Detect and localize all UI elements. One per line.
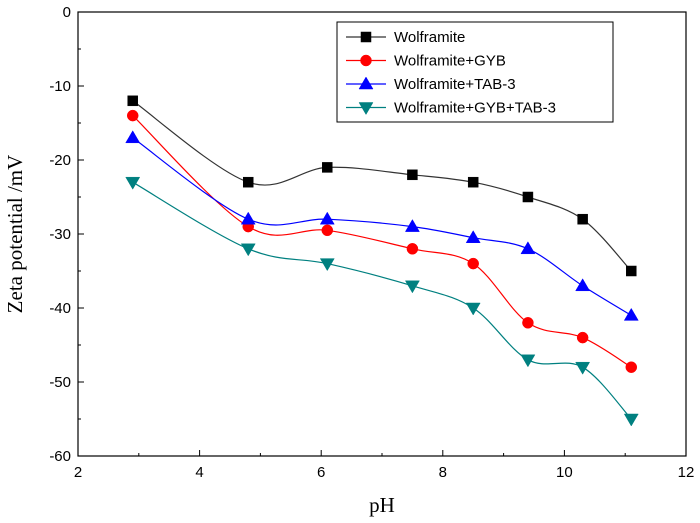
y-tick-label: -40 bbox=[49, 300, 71, 317]
x-tick-label: 2 bbox=[74, 464, 82, 481]
series-line-4 bbox=[132, 181, 632, 420]
x-tick-label: 12 bbox=[678, 464, 695, 481]
data-point-series-2 bbox=[321, 224, 334, 237]
legend-marker bbox=[358, 102, 374, 115]
data-point-series-1 bbox=[127, 95, 138, 107]
data-point-series-3 bbox=[240, 211, 256, 225]
data-point-series-1 bbox=[407, 169, 418, 181]
data-point-series-3 bbox=[575, 278, 591, 292]
data-point-series-3 bbox=[465, 230, 481, 243]
data-point-series-1 bbox=[577, 213, 588, 225]
x-tick-label: 6 bbox=[317, 464, 325, 481]
data-point-series-4 bbox=[404, 280, 420, 294]
data-point-series-3 bbox=[319, 211, 335, 225]
data-point-series-4 bbox=[623, 413, 639, 427]
data-point-series-3 bbox=[125, 130, 141, 144]
x-tick-label: 10 bbox=[556, 464, 573, 481]
data-point-series-3 bbox=[520, 241, 536, 255]
legend-box bbox=[336, 21, 614, 123]
y-tick-label: -20 bbox=[49, 152, 71, 169]
series-markers bbox=[125, 95, 639, 427]
data-point-series-4 bbox=[520, 354, 536, 368]
data-point-series-2 bbox=[467, 257, 479, 270]
series-line-1 bbox=[132, 100, 632, 272]
legend-marker bbox=[360, 31, 372, 43]
data-point-series-2 bbox=[625, 361, 638, 373]
data-point-series-4 bbox=[465, 302, 481, 316]
data-point-series-1 bbox=[467, 176, 479, 188]
y-tick-label: -10 bbox=[49, 78, 71, 95]
data-point-series-2 bbox=[576, 331, 589, 344]
y-axis-title: Zeta potential /mV bbox=[3, 155, 27, 314]
x-tick-label: 4 bbox=[195, 464, 203, 481]
data-point-series-4 bbox=[575, 361, 591, 375]
legend-label: Wolframite+GYB+TAB-3 bbox=[394, 100, 556, 117]
data-point-series-1 bbox=[322, 162, 333, 173]
legend-marker bbox=[358, 76, 374, 90]
data-point-series-2 bbox=[406, 243, 419, 255]
legend-label: Wolframite+TAB-3 bbox=[394, 76, 516, 93]
x-axis-title: pH bbox=[369, 493, 395, 517]
legend-marker bbox=[360, 54, 372, 67]
y-tick-label: 0 bbox=[63, 4, 71, 21]
legend-label: Wolframite bbox=[394, 29, 465, 46]
y-tick-label: -60 bbox=[49, 448, 71, 465]
data-point-series-1 bbox=[626, 265, 637, 277]
legend: Wolframite Wolframite+GYB Wolframite+TAB-3… bbox=[336, 21, 614, 123]
data-point-series-1 bbox=[242, 176, 254, 188]
legend-label: Wolframite+GYB bbox=[394, 53, 506, 70]
y-tick-label: -50 bbox=[49, 374, 71, 391]
y-tick-label: -30 bbox=[49, 226, 71, 243]
data-point-series-4 bbox=[319, 258, 335, 272]
data-point-series-3 bbox=[404, 219, 420, 232]
series-lines bbox=[132, 100, 632, 420]
series-line-2 bbox=[132, 115, 632, 368]
data-point-series-2 bbox=[126, 109, 139, 122]
data-point-series-4 bbox=[240, 243, 256, 257]
axis-ticks: 2 4 6 8 10 12 0 -10 -20 -30 -40 -50 -60 bbox=[49, 4, 694, 481]
data-point-series-4 bbox=[125, 176, 141, 190]
data-point-series-1 bbox=[522, 191, 534, 203]
data-point-series-3 bbox=[623, 307, 639, 321]
x-tick-label: 8 bbox=[439, 464, 447, 481]
data-point-series-2 bbox=[522, 317, 534, 329]
series-line-3 bbox=[132, 137, 632, 316]
